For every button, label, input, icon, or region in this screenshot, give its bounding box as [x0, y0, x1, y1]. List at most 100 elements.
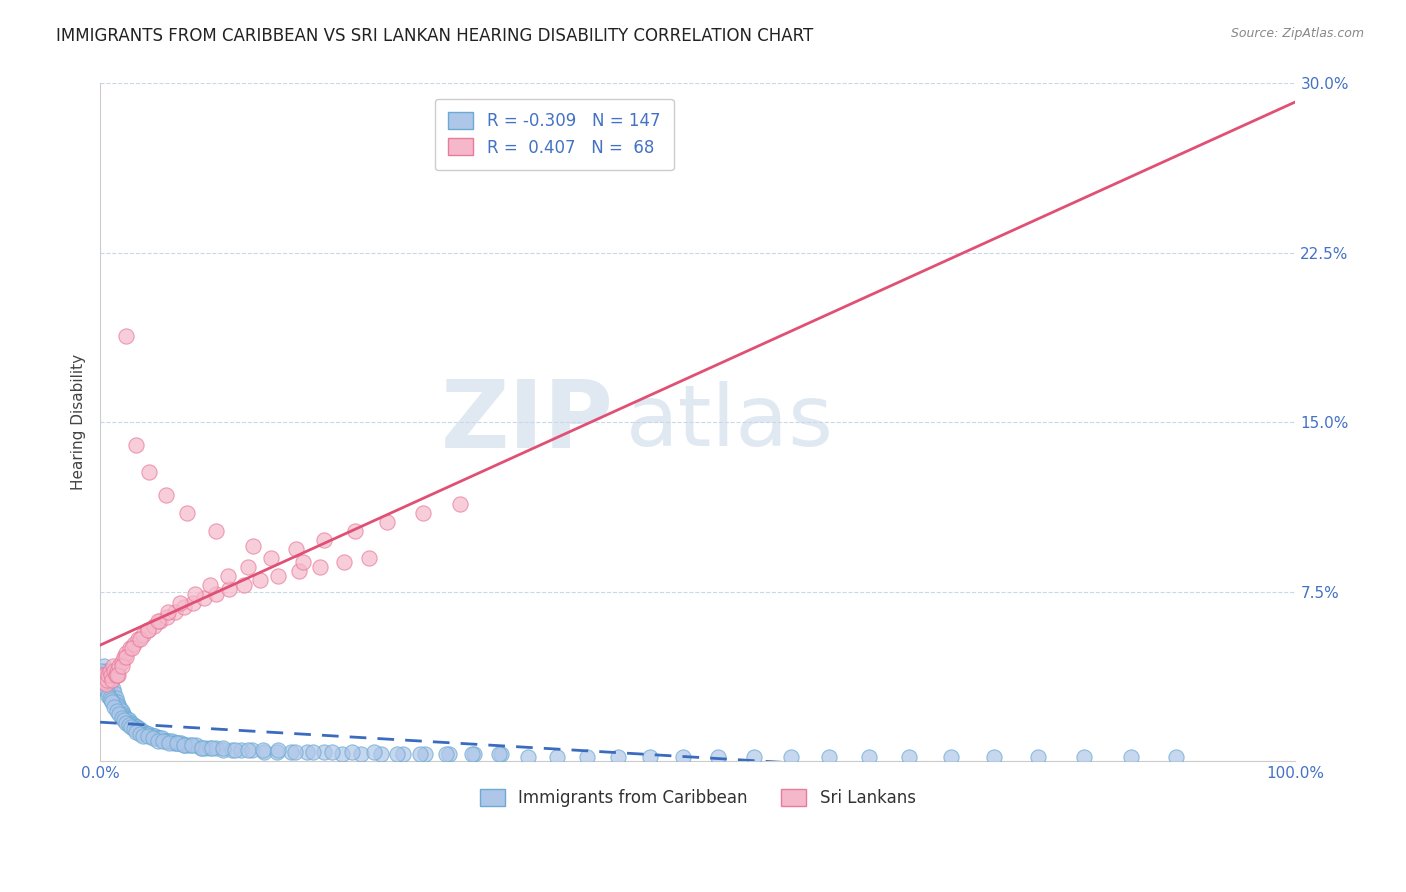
Point [181, 739, 204, 753]
Point [333, 555, 356, 569]
Point [136, 623, 159, 637]
Point [312, 745, 335, 759]
Point [128, 632, 150, 646]
Point [212, 740, 235, 755]
Point [108, 699, 131, 714]
Point [267, 743, 290, 757]
Text: Source: ZipAtlas.com: Source: ZipAtlas.com [1230, 27, 1364, 40]
Point [252, 743, 274, 757]
Point [93, 673, 115, 687]
Point [350, 747, 373, 762]
Point [121, 641, 143, 656]
Point [112, 714, 135, 728]
Point [100, 686, 122, 700]
Point [488, 747, 510, 762]
Point [98, 664, 121, 678]
Point [238, 743, 260, 757]
Point [173, 739, 195, 753]
Point [122, 723, 145, 737]
Point [156, 733, 179, 747]
Point [166, 736, 188, 750]
Point [115, 646, 138, 660]
Point [94, 677, 117, 691]
Point [413, 747, 436, 762]
Point [94, 681, 117, 696]
Point [385, 747, 408, 762]
Point [94, 677, 117, 691]
Point [461, 747, 484, 762]
Point [370, 747, 392, 762]
Point [330, 747, 353, 762]
Point [100, 693, 122, 707]
Point [163, 736, 186, 750]
Point [101, 690, 124, 705]
Point [132, 724, 155, 739]
Point [983, 749, 1005, 764]
Point [183, 587, 205, 601]
Text: IMMIGRANTS FROM CARIBBEAN VS SRI LANKAN HEARING DISABILITY CORRELATION CHART: IMMIGRANTS FROM CARIBBEAN VS SRI LANKAN … [56, 27, 814, 45]
Point [546, 749, 568, 764]
Y-axis label: Hearing Disability: Hearing Disability [72, 354, 86, 491]
Point [153, 733, 176, 747]
Point [267, 569, 290, 583]
Point [312, 533, 335, 547]
Point [115, 711, 138, 725]
Point [238, 559, 260, 574]
Point [606, 749, 628, 764]
Point [118, 715, 141, 730]
Point [91, 668, 114, 682]
Point [146, 733, 169, 747]
Point [149, 731, 172, 746]
Point [111, 711, 134, 725]
Point [127, 632, 149, 646]
Point [742, 749, 765, 764]
Point [105, 705, 128, 719]
Point [94, 668, 117, 682]
Point [111, 705, 134, 719]
Point [266, 745, 288, 759]
Point [183, 596, 205, 610]
Point [198, 578, 221, 592]
Point [359, 550, 381, 565]
Point [132, 627, 155, 641]
Point [343, 524, 366, 538]
Point [1028, 749, 1050, 764]
Point [103, 681, 125, 696]
Point [108, 706, 131, 721]
Point [780, 749, 803, 764]
Point [96, 668, 118, 682]
Point [249, 574, 271, 588]
Point [409, 747, 432, 762]
Point [98, 677, 121, 691]
Point [97, 673, 120, 687]
Point [105, 664, 128, 678]
Point [122, 637, 145, 651]
Point [103, 664, 125, 678]
Text: atlas: atlas [626, 381, 834, 464]
Point [143, 729, 166, 743]
Point [111, 655, 134, 669]
Point [449, 497, 471, 511]
Point [280, 745, 302, 759]
Point [132, 729, 155, 743]
Point [139, 729, 162, 743]
Point [90, 668, 112, 682]
Point [242, 540, 264, 554]
Point [152, 733, 174, 747]
Point [375, 515, 398, 529]
Point [115, 329, 138, 343]
Point [118, 714, 141, 728]
Point [198, 740, 221, 755]
Point [114, 711, 136, 725]
Point [292, 555, 315, 569]
Point [224, 743, 246, 757]
Point [231, 743, 253, 757]
Point [159, 733, 181, 747]
Point [105, 668, 128, 682]
Point [218, 582, 240, 597]
Point [818, 749, 841, 764]
Legend: Immigrants from Caribbean, Sri Lankans: Immigrants from Caribbean, Sri Lankans [474, 782, 922, 814]
Point [176, 506, 198, 520]
Point [124, 720, 146, 734]
Point [285, 541, 308, 556]
